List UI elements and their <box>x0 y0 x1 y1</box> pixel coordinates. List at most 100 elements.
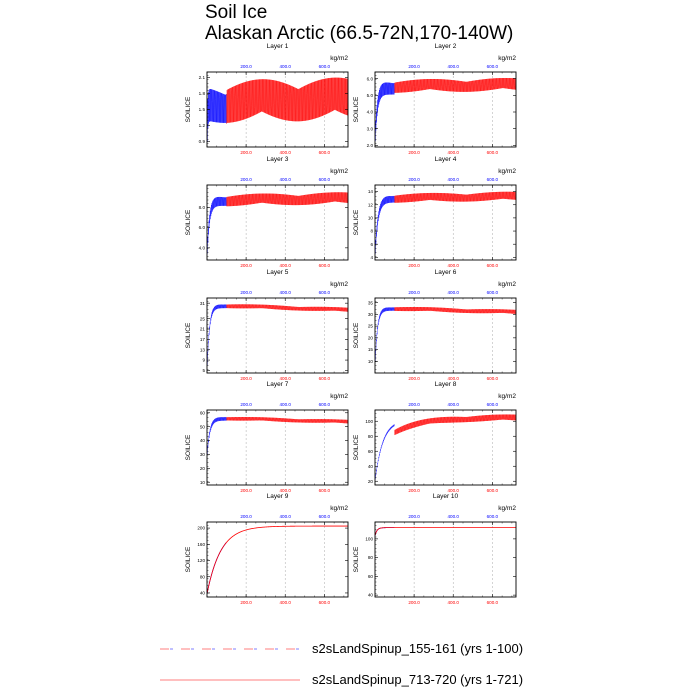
x-tick-label-top: 600.0 <box>487 514 499 519</box>
y-tick-label: 5.0 <box>367 93 374 98</box>
x-tick-label-bottom: 200.0 <box>408 263 420 268</box>
x-tick-label-top: 600.0 <box>319 514 331 519</box>
y-tick-label: 100 <box>365 536 373 541</box>
y-tick-label: 160 <box>197 542 205 547</box>
panel-title: Layer 3 <box>267 156 289 163</box>
top-axis-unit: kg/m2 <box>498 393 516 400</box>
x-tick-label-bottom: 600.0 <box>487 600 499 605</box>
x-tick-label-bottom: 600.0 <box>319 488 331 493</box>
series-line-blue <box>375 82 395 142</box>
y-tick-label: 50 <box>200 424 206 429</box>
series-line-red <box>226 416 349 424</box>
x-tick-label-bottom: 400.0 <box>279 376 291 381</box>
y-axis-label: SOILICE <box>353 209 360 235</box>
series-line-blue <box>207 303 227 366</box>
series-line-red <box>206 525 348 594</box>
x-tick-label-top: 200.0 <box>240 177 252 182</box>
x-tick-label-bottom: 200.0 <box>240 488 252 493</box>
x-tick-label-top: 200.0 <box>408 402 420 407</box>
x-tick-label-bottom: 400.0 <box>279 488 291 493</box>
figure-title-line2: Alaskan Arctic (66.5-72N,170-140W) <box>205 23 513 44</box>
top-axis-unit: kg/m2 <box>330 55 348 62</box>
series-line-red <box>226 192 349 207</box>
x-tick-label-top: 200.0 <box>240 402 252 407</box>
panel-3: Layer 3 kg/m2 4.0 6.0 8.0 200.0 400.0 600.0 200.… <box>185 156 349 268</box>
series-line-red <box>226 303 349 312</box>
y-tick-label: 9 <box>202 358 205 363</box>
x-tick-label-bottom: 200.0 <box>408 600 420 605</box>
y-tick-label: 1.8 <box>199 91 206 96</box>
y-tick-label: 0.9 <box>199 139 206 144</box>
x-tick-label-bottom: 200.0 <box>408 150 420 155</box>
x-tick-label-bottom: 200.0 <box>240 376 252 381</box>
panel-4: Layer 4 kg/m2 4 6 8 10 12 14 200.0 400.0 600.0 200.… <box>353 156 517 268</box>
figure-title-line1: Soil Ice <box>205 2 267 23</box>
x-tick-label-bottom: 600.0 <box>319 376 331 381</box>
x-tick-label-top: 400.0 <box>279 514 291 519</box>
top-axis-unit: kg/m2 <box>330 168 348 175</box>
series-line-red <box>394 77 517 93</box>
y-axis-label: SOILICE <box>185 322 192 348</box>
x-tick-label-top: 200.0 <box>240 514 252 519</box>
y-tick-label: 30 <box>200 452 206 457</box>
y-tick-label: 40 <box>368 593 374 598</box>
series-line-blue <box>206 542 227 594</box>
panel-title: Layer 10 <box>433 493 459 500</box>
x-tick-label-top: 200.0 <box>240 290 252 295</box>
x-tick-label-bottom: 600.0 <box>319 150 331 155</box>
y-tick-label: 20 <box>368 335 374 340</box>
y-tick-label: 4 <box>370 255 373 260</box>
y-tick-label: 13 <box>200 347 206 352</box>
panel-10: Layer 10 kg/m2 40 60 80 100 200.0 400.0 600.0 200… <box>353 493 517 605</box>
x-tick-label-top: 600.0 <box>487 290 499 295</box>
series-line-red <box>394 191 517 203</box>
panel-title: Layer 9 <box>267 493 289 500</box>
legend-label-2: s2sLandSpinup_713-720 (yrs 1-721) <box>312 672 523 687</box>
top-axis-unit: kg/m2 <box>498 281 516 288</box>
top-axis-unit: kg/m2 <box>498 55 516 62</box>
y-tick-label: 25 <box>368 324 374 329</box>
plot-frame <box>374 521 517 598</box>
y-tick-label: 120 <box>197 558 205 563</box>
panel-title: Layer 5 <box>267 269 289 276</box>
legend: s2sLandSpinup_155-161 (yrs 1-100) s2sLan… <box>160 641 523 687</box>
series-line-red <box>394 414 517 436</box>
y-tick-label: 4.0 <box>367 110 374 115</box>
x-tick-label-top: 600.0 <box>319 177 331 182</box>
x-tick-label-top: 600.0 <box>487 402 499 407</box>
top-axis-unit: kg/m2 <box>330 393 348 400</box>
y-tick-label: 6 <box>370 242 373 247</box>
x-tick-label-bottom: 400.0 <box>447 488 459 493</box>
y-axis-label: SOILICE <box>185 96 192 122</box>
y-tick-label: 10 <box>368 359 374 364</box>
y-tick-label: 80 <box>368 555 374 560</box>
panel-2: Layer 2 kg/m2 2.0 3.0 4.0 5.0 6.0 200.0 400.0 600… <box>353 43 517 155</box>
y-tick-label: 35 <box>368 300 374 305</box>
panel-title: Layer 7 <box>267 381 289 388</box>
x-tick-label-top: 600.0 <box>487 177 499 182</box>
y-tick-label: 3.0 <box>367 126 374 131</box>
x-tick-label-bottom: 200.0 <box>240 600 252 605</box>
x-tick-label-top: 400.0 <box>447 290 459 295</box>
top-axis-unit: kg/m2 <box>498 168 516 175</box>
x-tick-label-bottom: 200.0 <box>240 263 252 268</box>
x-tick-label-bottom: 400.0 <box>279 600 291 605</box>
y-tick-label: 80 <box>368 434 374 439</box>
x-tick-label-top: 400.0 <box>279 64 291 69</box>
x-tick-label-top: 600.0 <box>319 64 331 69</box>
series-line-red <box>394 306 517 314</box>
y-tick-label: 17 <box>200 337 206 342</box>
series-line-red <box>374 527 516 536</box>
y-axis-label: SOILICE <box>185 209 192 235</box>
x-tick-label-top: 200.0 <box>240 64 252 69</box>
panel-6: Layer 6 kg/m2 10 15 20 25 30 35 200.0 400.0 600.0 2… <box>353 269 517 381</box>
series-line-red <box>226 77 349 124</box>
x-tick-label-bottom: 600.0 <box>319 263 331 268</box>
series-line-blue <box>375 195 395 254</box>
series-line-blue <box>374 527 395 536</box>
x-tick-label-top: 400.0 <box>279 177 291 182</box>
y-tick-label: 8.0 <box>199 205 206 210</box>
x-tick-label-bottom: 600.0 <box>319 600 331 605</box>
top-axis-unit: kg/m2 <box>330 505 348 512</box>
